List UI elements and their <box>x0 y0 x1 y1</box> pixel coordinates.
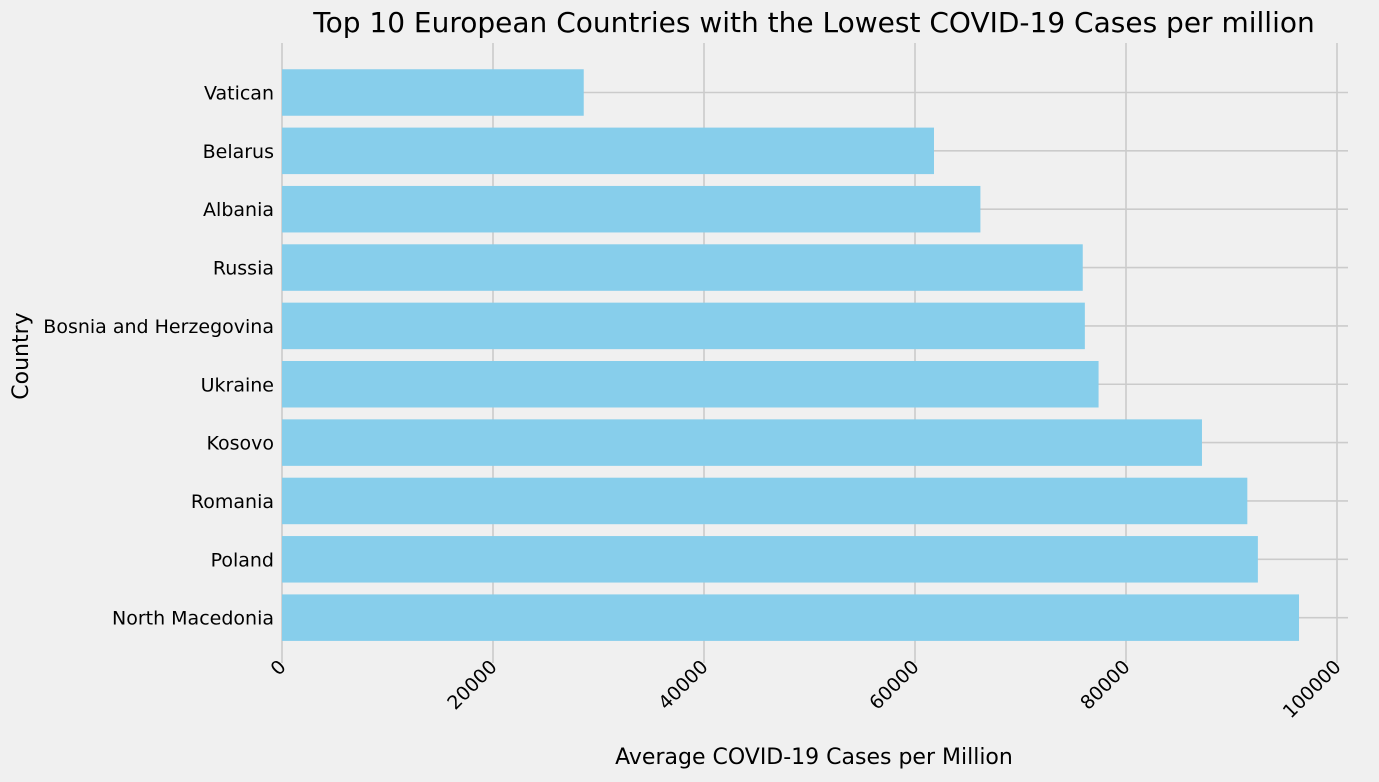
chart-title: Top 10 European Countries with the Lowes… <box>312 6 1315 39</box>
bar-ukraine <box>282 361 1099 408</box>
bar-romania <box>282 477 1248 525</box>
bar-north-macedonia <box>282 594 1300 641</box>
y-tick-label: Albania <box>203 199 274 221</box>
bar-bosnia-and-herzegovina <box>282 302 1085 350</box>
bar-belarus <box>282 127 934 175</box>
y-tick-label: Bosnia and Herzegovina <box>43 316 274 338</box>
y-tick-label: Ukraine <box>201 374 274 396</box>
y-tick-labels: Vatican Belarus Albania Russia Bosnia and He… <box>43 83 274 630</box>
y-tick-label: Vatican <box>204 83 274 105</box>
y-tick-label: North Macedonia <box>112 608 274 630</box>
bars <box>282 69 1300 641</box>
bar-russia <box>282 244 1083 291</box>
bar-poland <box>282 536 1258 583</box>
bar-albania <box>282 185 981 233</box>
bar-vatican <box>282 69 584 116</box>
y-tick-label: Romania <box>191 491 274 513</box>
x-axis-label: Average COVID-19 Cases per Million <box>615 745 1013 770</box>
y-tick-label: Belarus <box>203 141 274 163</box>
y-axis-label: Country <box>9 312 34 399</box>
y-tick-label: Poland <box>211 549 274 571</box>
bar-kosovo <box>282 419 1202 466</box>
y-tick-label: Kosovo <box>206 433 274 455</box>
y-tick-label: Russia <box>213 258 274 280</box>
